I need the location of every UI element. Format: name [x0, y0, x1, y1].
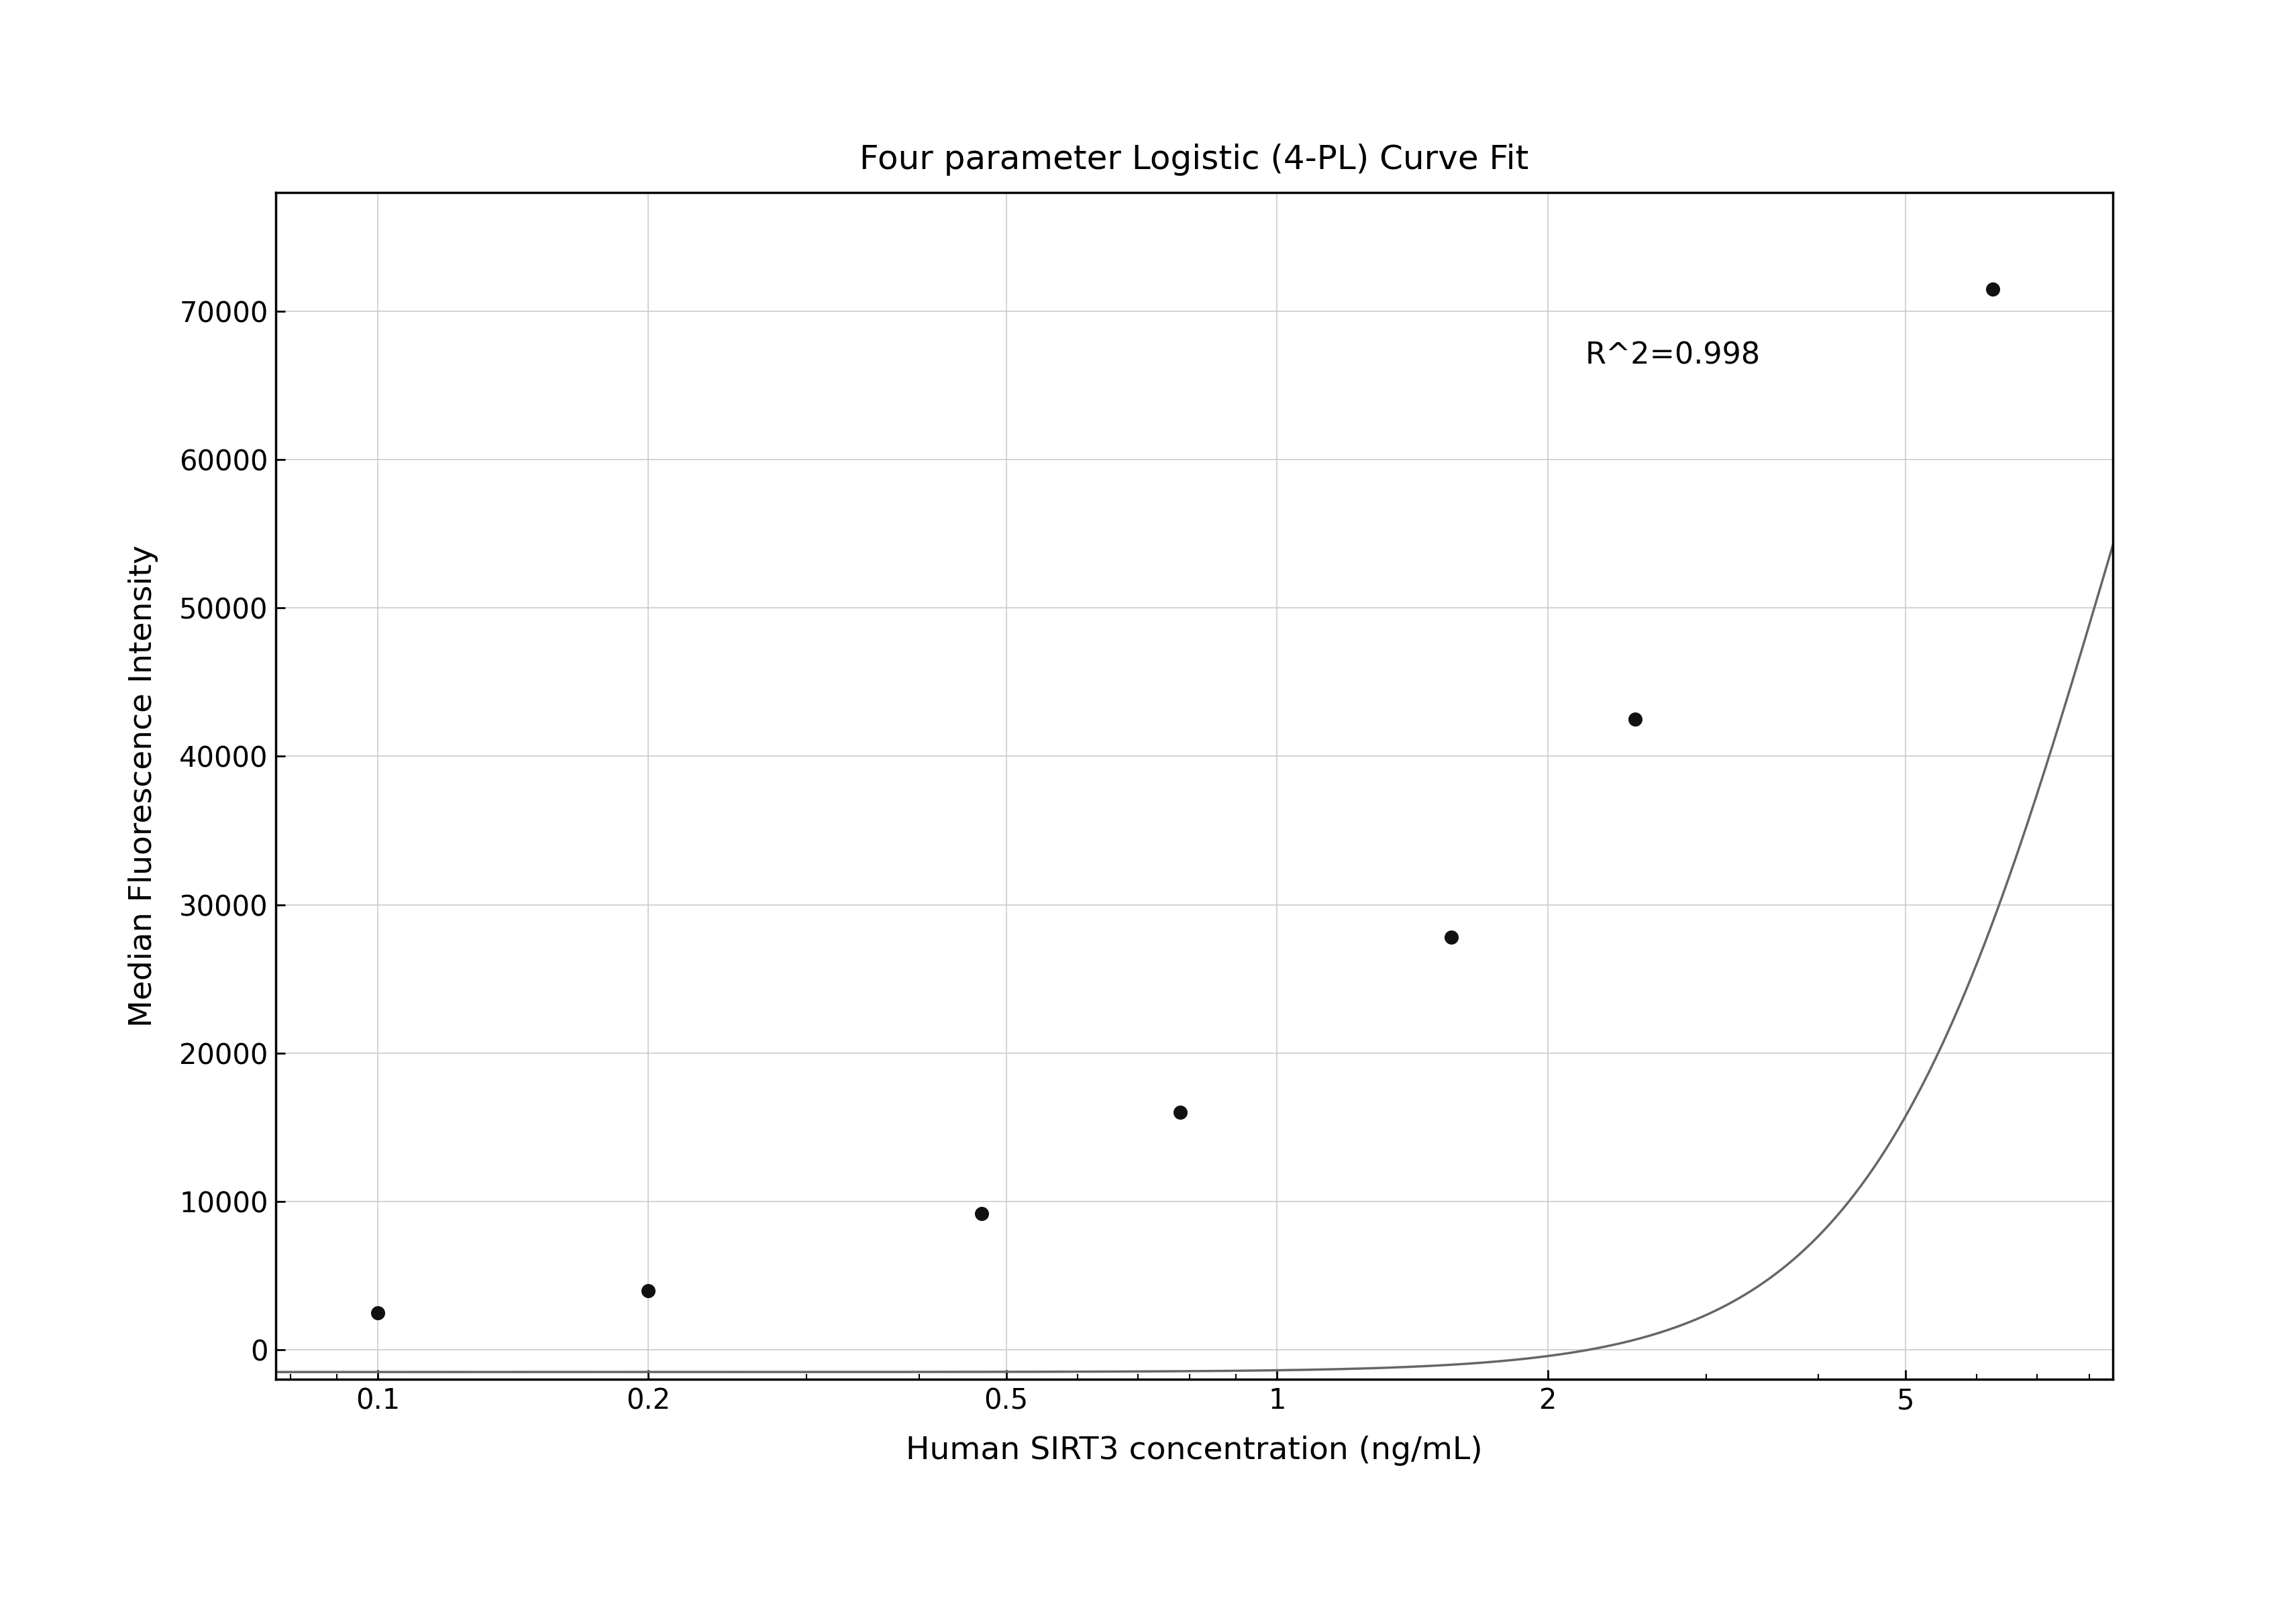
Text: R^2=0.998: R^2=0.998: [1584, 342, 1759, 369]
Point: [1975, 276, 2011, 302]
Title: Four parameter Logistic (4-PL) Curve Fit: Four parameter Logistic (4-PL) Curve Fit: [859, 144, 1529, 176]
Y-axis label: Median Fluorescence Intensity: Median Fluorescence Intensity: [129, 545, 158, 1027]
X-axis label: Human SIRT3 concentration (ng/mL): Human SIRT3 concentration (ng/mL): [905, 1436, 1483, 1466]
Point: [1162, 1100, 1199, 1126]
Point: [358, 1299, 395, 1325]
Point: [1433, 924, 1469, 950]
Point: [629, 1277, 666, 1302]
Point: [962, 1200, 999, 1225]
Point: [1616, 706, 1653, 731]
